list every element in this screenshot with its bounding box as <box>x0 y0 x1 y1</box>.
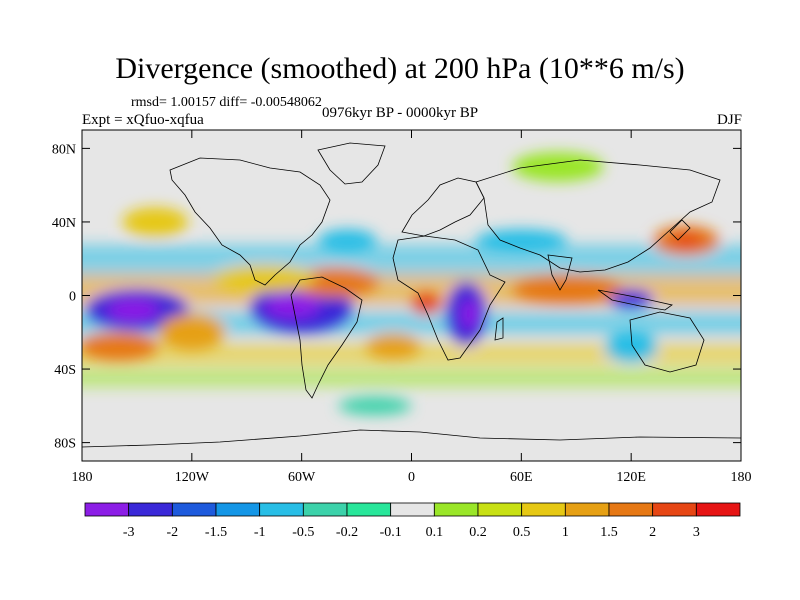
field-feature <box>512 152 604 182</box>
colorbar-label: -0.2 <box>336 525 358 540</box>
coastline-greenland <box>317 142 386 185</box>
plot-title: Divergence (smoothed) at 200 hPa (10**6 … <box>115 52 685 85</box>
y-tick-label: 80S <box>54 437 76 452</box>
colorbar-label: -3 <box>123 525 135 540</box>
field-feature <box>158 313 225 351</box>
divergence-field <box>82 152 741 416</box>
colorbar-label: 0.2 <box>469 525 487 540</box>
coastline-indonesia <box>597 289 673 311</box>
field-feature <box>512 275 623 305</box>
colorbar-label: 1.5 <box>600 525 618 540</box>
colorbar-swatch <box>302 502 348 517</box>
colorbar-label: 0.5 <box>513 525 531 540</box>
colorbar-swatch <box>608 502 654 517</box>
colorbar-swatch <box>171 502 217 517</box>
y-axis-ticks: 80N 40N 0 40S 80S <box>52 142 741 452</box>
coastline-antarctica <box>82 429 741 448</box>
y-tick-label: 40N <box>52 216 76 231</box>
coastline-india <box>547 254 573 291</box>
coastline-australia <box>629 311 705 373</box>
colorbar-label: -0.5 <box>292 525 314 540</box>
x-tick-label: 60E <box>510 470 533 485</box>
field-feature <box>605 332 657 362</box>
coastline-africa <box>392 235 506 361</box>
field-feature <box>411 291 441 314</box>
season-label: DJF <box>716 112 742 128</box>
field-feature <box>122 207 189 237</box>
field-feature <box>669 232 703 248</box>
field-feature <box>609 289 654 309</box>
colorbar-label: 0.1 <box>426 525 444 540</box>
experiment-label: Expt = xQfuo-xqfua <box>82 112 204 128</box>
x-tick-label: 60W <box>288 470 316 485</box>
field-feature <box>318 229 377 252</box>
field-feature <box>213 266 317 292</box>
coastline-japan <box>669 219 691 241</box>
field-feature <box>338 396 412 416</box>
colorbar-label: 3 <box>693 525 700 540</box>
x-tick-label: 120E <box>616 470 646 485</box>
x-tick-label: 180 <box>72 470 93 485</box>
coastline-south-america <box>290 276 363 399</box>
colorbar-swatch <box>433 502 479 517</box>
colorbar-swatch <box>477 502 523 517</box>
colorbar-label: -0.1 <box>380 525 402 540</box>
colorbar-label: 2 <box>649 525 656 540</box>
colorbar-swatch <box>652 502 697 517</box>
map-area <box>82 130 741 461</box>
field-feature <box>460 299 480 329</box>
colorbar-label: 1 <box>562 525 569 540</box>
x-tick-label: 120W <box>175 470 210 485</box>
period-label: 0976kyr BP - 0000kyr BP <box>322 105 479 121</box>
colorbar-swatch <box>259 502 304 517</box>
x-tick-label: 0 <box>408 470 415 485</box>
colorbar-swatch <box>390 502 435 517</box>
field-band <box>82 369 741 388</box>
colorbar-swatch <box>346 502 392 517</box>
x-axis-ticks: 180 120W 60W 0 60E 120E 180 <box>72 130 752 485</box>
colorbar: -3 -2 -1.5 -1 -0.5 -0.2 -0.1 0.1 0.2 0.5 1 1.5 2 3 <box>84 502 741 540</box>
y-tick-label: 80N <box>52 142 76 157</box>
field-feature <box>475 229 568 252</box>
y-tick-label: 0 <box>69 290 76 305</box>
field-band <box>82 244 741 278</box>
colorbar-swatch <box>215 502 261 517</box>
coastline-north-america <box>169 157 331 286</box>
stats-label: rmsd= 1.00157 diff= -0.00548062 <box>131 95 322 110</box>
colorbar-swatch <box>521 502 566 517</box>
field-feature <box>82 332 159 362</box>
colorbar-label: -1 <box>254 525 266 540</box>
y-tick-label: 40S <box>54 363 76 378</box>
field-feature <box>107 299 159 322</box>
colorbar-swatch <box>695 502 741 517</box>
colorbar-swatch <box>128 502 173 517</box>
colorbar-label: -1.5 <box>205 525 227 540</box>
field-feature <box>365 334 421 360</box>
colorbar-swatch <box>84 502 130 517</box>
colorbar-label: -2 <box>166 525 178 540</box>
x-tick-label: 180 <box>731 470 752 485</box>
coastline-madagascar <box>494 317 504 341</box>
coastline-asia <box>475 159 721 273</box>
coastlines <box>82 142 741 448</box>
field-feature <box>265 291 320 318</box>
colorbar-swatch <box>564 502 610 517</box>
